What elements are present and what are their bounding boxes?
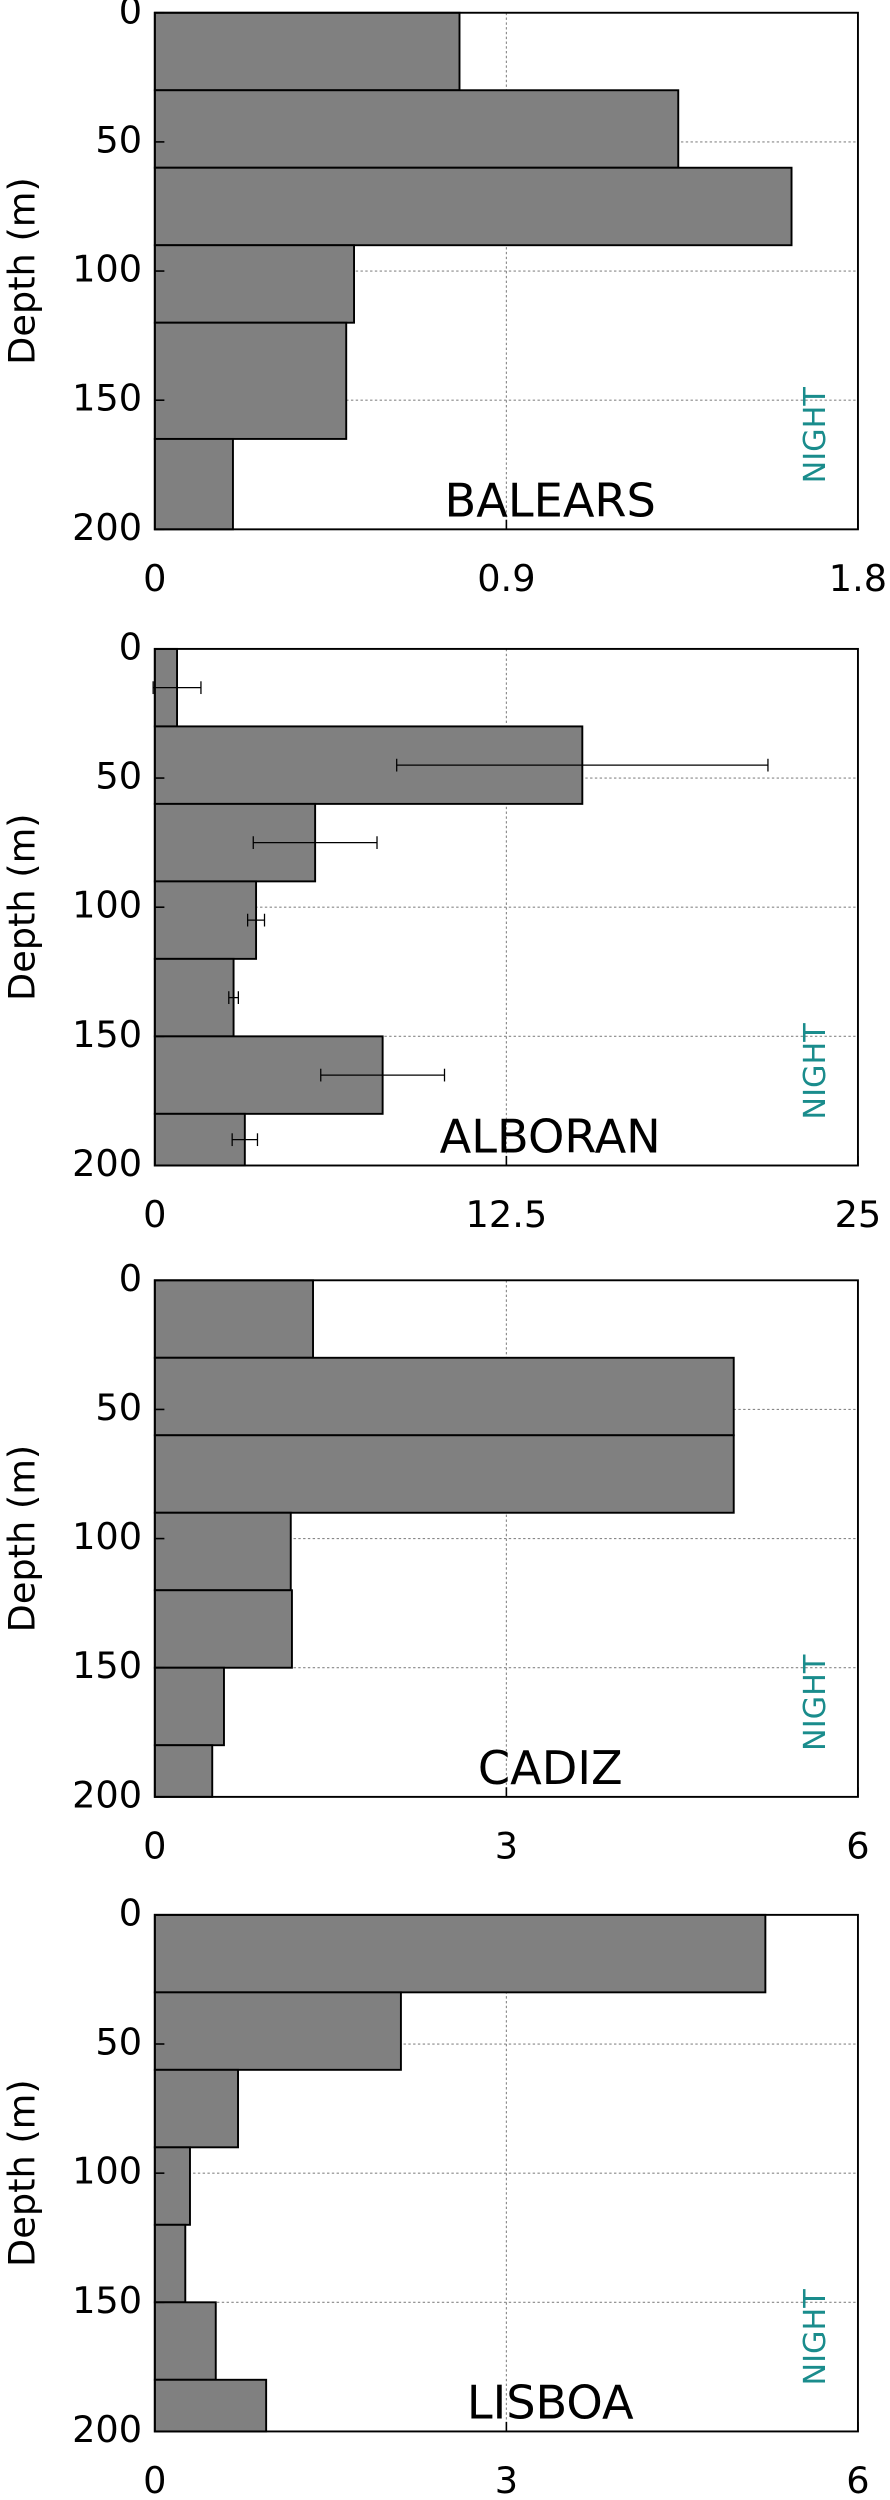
bar xyxy=(153,1112,246,1167)
y-axis-label: Depth (m) xyxy=(1,1445,44,1633)
y-tick-label: 50 xyxy=(95,755,142,798)
y-tick-label: 100 xyxy=(72,1515,142,1558)
bar xyxy=(153,11,461,92)
y-axis-label: Depth (m) xyxy=(1,813,44,1001)
bar xyxy=(153,1356,735,1437)
bar xyxy=(153,1744,214,1798)
bar xyxy=(153,880,258,960)
annotation: NIGHT xyxy=(798,1654,833,1751)
chart-title: LISBOA xyxy=(467,2375,634,2429)
bar xyxy=(153,321,348,440)
bar xyxy=(153,1991,402,2071)
error-bar xyxy=(320,1068,446,1082)
bar xyxy=(153,1589,293,1669)
bar xyxy=(153,2301,217,2381)
x-tick-label: 6 xyxy=(846,1824,869,1867)
x-tick-label: 0 xyxy=(143,1193,166,1236)
error-bar xyxy=(152,681,202,695)
y-tick-label: 200 xyxy=(72,2408,142,2451)
x-tick-label: 6 xyxy=(846,2459,869,2500)
x-tick-label: 0.9 xyxy=(477,557,535,600)
y-tick-label: 150 xyxy=(72,2279,142,2322)
bar xyxy=(153,166,793,247)
bar xyxy=(153,437,234,531)
x-tick-label: 3 xyxy=(495,1824,518,1867)
error-bar xyxy=(246,913,266,927)
y-tick-label: 100 xyxy=(72,884,142,927)
x-tick-label: 3 xyxy=(495,2459,518,2500)
y-tick-label: 100 xyxy=(72,2150,142,2193)
bar xyxy=(153,244,355,324)
chart-title: BALEARS xyxy=(445,473,656,527)
bar xyxy=(153,2146,191,2226)
x-tick-label: 0 xyxy=(143,2459,166,2500)
y-tick-label: 150 xyxy=(72,1644,142,1687)
chart-title: CADIZ xyxy=(478,1741,623,1795)
x-tick-label: 12.5 xyxy=(466,1193,548,1236)
annotation: NIGHT xyxy=(798,1023,833,1120)
y-tick-label: 0 xyxy=(119,0,142,32)
y-tick-label: 200 xyxy=(72,1773,142,1816)
bar xyxy=(153,89,680,169)
bar xyxy=(153,1666,225,1747)
x-tick-label: 25 xyxy=(835,1193,882,1236)
y-tick-label: 200 xyxy=(72,1142,142,1185)
bar xyxy=(153,1511,292,1592)
bar xyxy=(153,1279,314,1359)
y-axis-label: Depth (m) xyxy=(1,2079,44,2267)
y-tick-label: 50 xyxy=(95,2021,142,2064)
y-tick-label: 0 xyxy=(119,1891,142,1934)
bar xyxy=(153,1434,735,1514)
error-bar xyxy=(231,1133,259,1147)
chart-title: ALBORAN xyxy=(440,1109,661,1163)
y-tick-label: 100 xyxy=(72,248,142,291)
bar xyxy=(153,957,235,1038)
x-tick-label: 0 xyxy=(143,557,166,600)
bar xyxy=(153,2378,268,2433)
error-bar xyxy=(396,758,769,772)
annotation: NIGHT xyxy=(798,387,833,484)
annotation: NIGHT xyxy=(798,2289,833,2386)
y-tick-label: 0 xyxy=(119,625,142,668)
y-tick-label: 150 xyxy=(72,1013,142,1056)
y-tick-label: 0 xyxy=(119,1257,142,1300)
bar xyxy=(153,2068,239,2149)
y-tick-label: 200 xyxy=(72,506,142,549)
y-tick-label: 150 xyxy=(72,377,142,420)
x-tick-label: 0 xyxy=(143,1824,166,1867)
x-tick-label: 1.8 xyxy=(829,557,887,600)
error-bar xyxy=(228,991,239,1004)
y-tick-label: 50 xyxy=(95,118,142,161)
y-tick-label: 50 xyxy=(95,1386,142,1429)
bar xyxy=(153,1913,767,1994)
error-bar xyxy=(252,836,378,850)
bar xyxy=(153,2223,187,2304)
y-axis-label: Depth (m) xyxy=(1,177,44,365)
